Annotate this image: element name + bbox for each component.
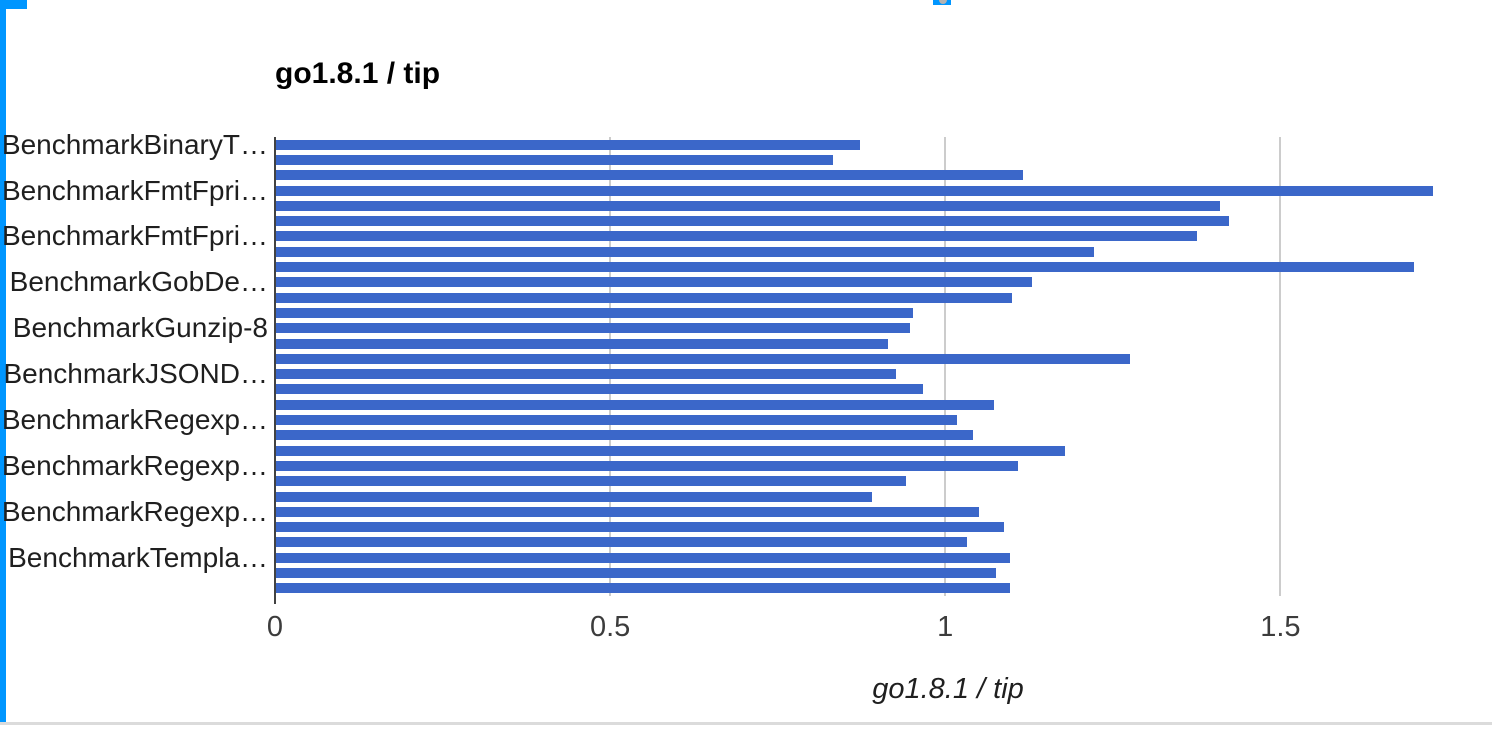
chart-title: go1.8.1 / tip <box>275 57 441 90</box>
x-tick-label: 1 <box>937 611 954 643</box>
gridline <box>609 137 612 596</box>
y-axis-label: BenchmarkFmtFpri… <box>1 220 268 252</box>
bar[interactable] <box>275 262 1415 273</box>
bottom-border-line <box>0 722 1492 725</box>
bar[interactable] <box>275 216 1230 227</box>
bar[interactable] <box>275 491 873 502</box>
bar[interactable] <box>275 476 906 487</box>
bar[interactable] <box>275 353 1131 364</box>
y-axis-label: BenchmarkGobDe… <box>9 266 268 298</box>
bar[interactable] <box>275 170 1023 181</box>
x-axis-baseline <box>274 137 276 604</box>
bar[interactable] <box>275 430 974 441</box>
bar[interactable] <box>275 246 1095 257</box>
bar[interactable] <box>275 323 910 334</box>
bar[interactable] <box>275 369 897 380</box>
y-axis-label: BenchmarkRegexp… <box>1 449 268 481</box>
bar[interactable] <box>275 399 994 410</box>
bar[interactable] <box>275 231 1197 242</box>
plot-area <box>275 137 1460 596</box>
x-axis-title: go1.8.1 / tip <box>872 673 1024 705</box>
y-axis-label: BenchmarkTempla… <box>8 541 268 573</box>
bar[interactable] <box>275 552 1011 563</box>
selection-left-edge <box>0 9 6 722</box>
y-axis-label: BenchmarkRegexp… <box>1 404 268 436</box>
bar[interactable] <box>275 139 861 150</box>
y-axis-label: BenchmarkJSOND… <box>3 358 268 390</box>
x-tick-label: 1.5 <box>1260 611 1301 643</box>
bar[interactable] <box>275 200 1221 211</box>
bar[interactable] <box>275 445 1065 456</box>
bar[interactable] <box>275 292 1012 303</box>
bar[interactable] <box>275 338 888 349</box>
y-axis-label: BenchmarkRegexp… <box>1 495 268 527</box>
bar[interactable] <box>275 522 1005 533</box>
bar[interactable] <box>275 415 958 426</box>
selection-corner-mark <box>0 0 27 9</box>
gridline <box>1279 137 1282 596</box>
bar[interactable] <box>275 384 924 395</box>
bar[interactable] <box>275 506 980 517</box>
x-tick-label: 0.5 <box>589 611 631 643</box>
bar[interactable] <box>275 583 1011 594</box>
gridline <box>944 137 947 596</box>
y-axis-label: BenchmarkBinaryT… <box>1 128 268 160</box>
y-axis-label: BenchmarkFmtFpri… <box>1 174 268 206</box>
bar[interactable] <box>275 460 1019 471</box>
x-tick-label: 0 <box>266 611 284 643</box>
bar[interactable] <box>275 568 996 579</box>
bar[interactable] <box>275 277 1033 288</box>
bar[interactable] <box>275 307 914 318</box>
bar[interactable] <box>275 185 1434 196</box>
selection-top-handle-dot <box>939 0 947 4</box>
bar[interactable] <box>275 154 833 165</box>
y-axis-label: BenchmarkGunzip-8 <box>12 312 268 344</box>
bar[interactable] <box>275 537 968 548</box>
